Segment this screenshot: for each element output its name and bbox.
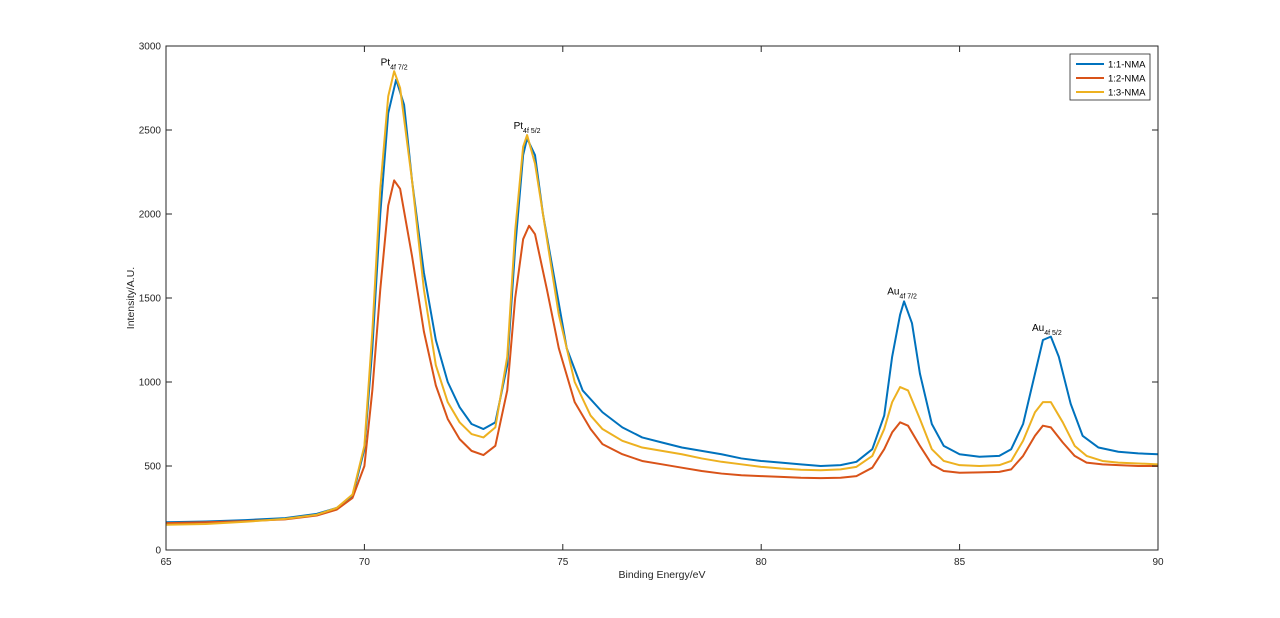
x-tick-label: 70 <box>359 557 371 568</box>
peak-label-au-2: Au4f 7/2 <box>887 287 917 301</box>
peak-label-au-3: Au4f 5/2 <box>1032 323 1062 337</box>
y-tick-label: 1500 <box>139 294 162 305</box>
y-tick-label: 0 <box>155 546 161 557</box>
y-tick-label: 2500 <box>139 126 162 137</box>
y-tick-label: 2000 <box>139 210 162 221</box>
x-tick-label: 75 <box>557 557 569 568</box>
x-axis-label: Binding Energy/eV <box>619 569 706 581</box>
y-tick-label: 1000 <box>139 378 162 389</box>
series-line-1-1-nma <box>165 78 1159 524</box>
series-layer <box>165 70 1159 526</box>
legend-label-1-3-nma: 1:3-NMA <box>1108 88 1146 99</box>
plot-background <box>166 46 1158 550</box>
x-tick-label: 65 <box>160 557 172 568</box>
y-tick-label: 500 <box>144 462 161 473</box>
x-tick-label: 85 <box>954 557 966 568</box>
peak-label-pt-0: Pt4f 7/2 <box>381 57 408 71</box>
legend-label-1-1-nma: 1:1-NMA <box>1108 60 1146 71</box>
y-tick-label: 3000 <box>139 42 162 53</box>
x-tick-label: 80 <box>756 557 768 568</box>
x-tick-label: 90 <box>1152 557 1164 568</box>
ticks-layer: 65 70 75 80 85 90 0 500 1000 1500 2000 2500 3000 <box>139 42 1164 569</box>
peak-label-pt-1: Pt4f 5/2 <box>514 121 541 135</box>
series-line-1-3-nma <box>165 70 1159 526</box>
legend: 1:1-NMA 1:2-NMA 1:3-NMA <box>1069 53 1151 101</box>
y-axis-label: Intensity/A.U. <box>125 267 137 329</box>
series-line-1-2-nma <box>165 179 1158 525</box>
legend-label-1-2-nma: 1:2-NMA <box>1108 74 1146 85</box>
peak-annotations: Pt4f 7/2 Pt4f 5/2 Au4f 7/2 Au4f 5/2 <box>381 57 1062 336</box>
